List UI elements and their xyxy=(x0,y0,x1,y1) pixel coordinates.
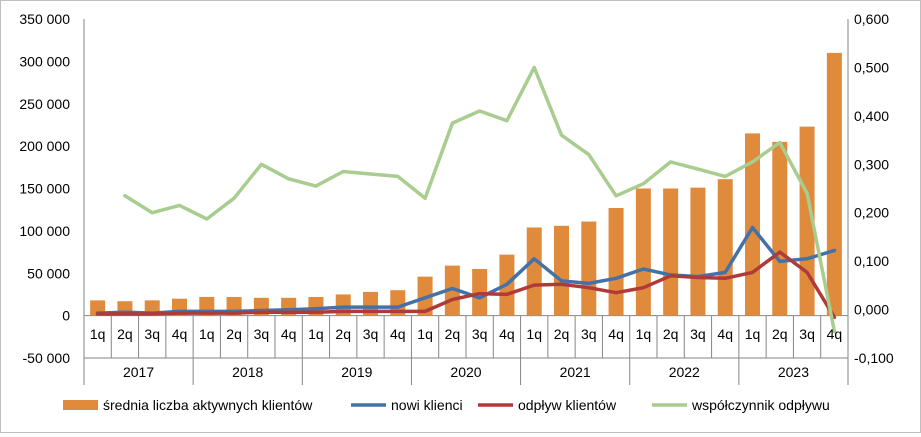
x-year-label: 2019 xyxy=(341,364,372,380)
x-quarter-label: 2q xyxy=(445,326,461,342)
x-quarter-label: 3q xyxy=(254,326,270,342)
x-year-label: 2022 xyxy=(669,364,700,380)
x-year-label: 2023 xyxy=(778,364,809,380)
x-quarter-label: 1q xyxy=(526,326,542,342)
bar-aktywni-klienci xyxy=(608,207,624,316)
x-quarter-label: 3q xyxy=(144,326,160,342)
x-quarter-label: 3q xyxy=(690,326,706,342)
y-right-tick-label: 0,000 xyxy=(854,302,889,318)
bar-aktywni-klienci xyxy=(554,225,569,316)
y-left-tick-label: 200 000 xyxy=(19,138,70,154)
y-right-tick-label: 0,400 xyxy=(854,108,889,124)
bar-aktywni-klienci xyxy=(772,141,788,316)
x-quarter-label: 3q xyxy=(799,326,815,342)
x-quarter-label: 4q xyxy=(281,326,297,342)
x-quarter-label: 2q xyxy=(663,326,679,342)
x-quarter-label: 2q xyxy=(772,326,788,342)
x-quarter-label: 4q xyxy=(172,326,188,342)
x-year-label: 2017 xyxy=(123,364,154,380)
legend-swatch-bar xyxy=(63,400,98,410)
y-left-tick-label: 0 xyxy=(62,308,70,324)
y-right-tick-label: 0,600 xyxy=(854,11,889,27)
x-quarter-label: 2q xyxy=(335,326,351,342)
x-quarter-label: 1q xyxy=(199,326,215,342)
bar-aktywni-klienci xyxy=(663,188,679,316)
bar-aktywni-klienci xyxy=(635,188,651,316)
y-left-tick-label: 350 000 xyxy=(19,11,70,27)
bar-aktywni-klienci xyxy=(581,221,597,316)
y-left-tick-label: 100 000 xyxy=(19,223,70,239)
y-left-tick-label: -50 000 xyxy=(23,350,71,366)
x-year-label: 2020 xyxy=(450,364,481,380)
x-quarter-label: 1q xyxy=(636,326,652,342)
x-quarter-label: 4q xyxy=(390,326,406,342)
x-quarter-label: 4q xyxy=(827,326,843,342)
legend-label: średnia liczba aktywnych klientów xyxy=(103,397,313,413)
legend-label: współczynnik odpływu xyxy=(691,397,830,413)
x-quarter-label: 2q xyxy=(226,326,242,342)
bar-aktywni-klienci xyxy=(526,227,542,316)
y-left-tick-label: 50 000 xyxy=(27,265,70,281)
y-right-tick-label: 0,100 xyxy=(854,253,889,269)
x-quarter-label: 3q xyxy=(363,326,379,342)
bar-aktywni-klienci xyxy=(826,52,842,316)
x-quarter-label: 1q xyxy=(90,326,106,342)
bar-aktywni-klienci xyxy=(390,290,406,316)
y-right-tick-label: 0,300 xyxy=(854,156,889,172)
bar-aktywni-klienci xyxy=(690,187,706,316)
x-year-label: 2021 xyxy=(560,364,591,380)
x-quarter-label: 1q xyxy=(745,326,761,342)
x-quarter-label: 4q xyxy=(608,326,624,342)
line-series-2 xyxy=(95,250,837,320)
x-quarter-label: 2q xyxy=(117,326,133,342)
x-quarter-label: 4q xyxy=(717,326,733,342)
bar-aktywni-klienci xyxy=(717,179,733,316)
line-series-3 xyxy=(123,65,837,334)
x-year-label: 2018 xyxy=(232,364,263,380)
x-quarter-label: 3q xyxy=(581,326,597,342)
legend-label: odpływ klientów xyxy=(518,397,617,413)
y-right-tick-label: 0,200 xyxy=(854,205,889,221)
x-quarter-label: 2q xyxy=(554,326,570,342)
x-quarter-label: 3q xyxy=(472,326,488,342)
y-left-tick-label: 150 000 xyxy=(19,181,70,197)
y-right-tick-label: -0,100 xyxy=(854,350,894,366)
y-right-tick-label: 0,500 xyxy=(854,59,889,75)
y-left-tick-label: 300 000 xyxy=(19,53,70,69)
y-left-tick-label: 250 000 xyxy=(19,96,70,112)
x-quarter-label: 1q xyxy=(308,326,324,342)
x-quarter-label: 4q xyxy=(499,326,515,342)
legend-label: nowi klienci xyxy=(391,397,463,413)
x-quarter-label: 1q xyxy=(417,326,433,342)
bar-aktywni-klienci xyxy=(444,265,460,316)
